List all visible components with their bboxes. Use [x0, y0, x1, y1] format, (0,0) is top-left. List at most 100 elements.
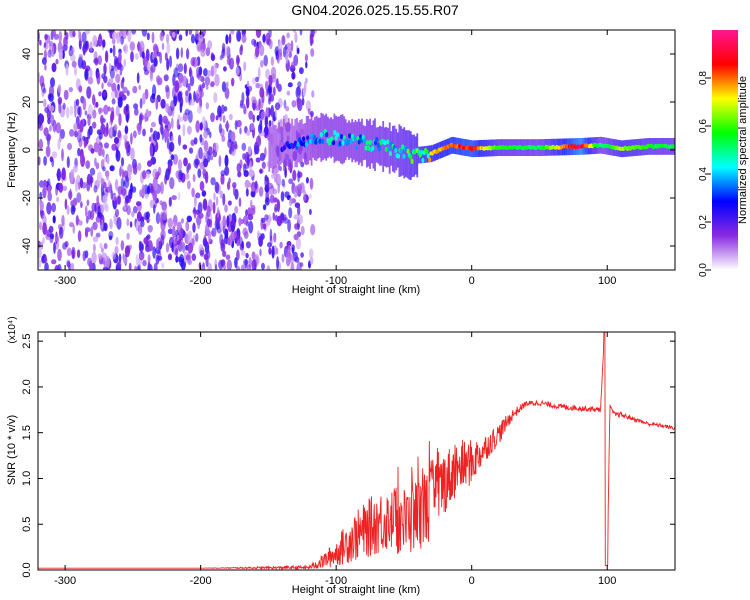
x-tick-label: -200 — [190, 275, 212, 287]
noise-speckle — [102, 39, 106, 48]
noise-speckle — [110, 113, 114, 123]
noise-speckle — [242, 227, 248, 236]
noise-speckle — [215, 196, 219, 207]
noise-speckle — [248, 256, 252, 269]
noise-speckle — [216, 206, 220, 219]
noise-speckle — [180, 116, 184, 122]
noise-speckle — [211, 227, 217, 237]
spectrogram-y-label: Frequency (Hz) — [6, 112, 18, 188]
noise-speckle — [77, 30, 81, 40]
noise-speckle — [80, 201, 83, 209]
noise-speckle — [310, 224, 316, 236]
noise-speckle — [84, 40, 88, 50]
colorbar-gradient — [712, 30, 738, 270]
y-tick-label: 40 — [21, 48, 33, 60]
noise-speckle — [276, 256, 280, 270]
noise-speckle — [242, 163, 247, 173]
noise-speckle — [152, 130, 158, 142]
noise-speckle — [208, 230, 212, 243]
noise-speckle — [76, 129, 82, 143]
noise-speckle — [82, 97, 87, 111]
noise-speckle — [51, 202, 56, 213]
noise-speckle — [220, 104, 225, 114]
noise-speckle — [220, 220, 223, 232]
noise-speckle — [91, 251, 97, 264]
noise-speckle — [169, 141, 175, 152]
noise-speckle — [166, 121, 172, 132]
y-tick-label: 20 — [21, 96, 33, 108]
noise-speckle — [191, 253, 197, 261]
noise-speckle — [203, 130, 208, 139]
figure-title: GN04.2026.025.15.55.R07 — [291, 2, 459, 18]
carrier-core — [340, 134, 344, 140]
noise-speckle — [178, 169, 183, 180]
noise-speckle — [113, 137, 120, 144]
noise-speckle — [70, 262, 75, 270]
noise-speckle — [76, 192, 82, 204]
noise-speckle — [105, 203, 109, 213]
noise-speckle — [70, 169, 75, 181]
noise-speckle — [52, 119, 57, 133]
noise-speckle — [222, 115, 226, 123]
noise-speckle — [95, 232, 101, 238]
noise-speckle — [255, 157, 261, 163]
noise-speckle — [258, 186, 264, 197]
y-tick-label: 0.5 — [21, 517, 33, 532]
noise-speckle — [153, 204, 156, 214]
noise-speckle — [272, 212, 276, 221]
noise-speckle — [265, 107, 269, 117]
noise-speckle — [57, 248, 62, 262]
noise-speckle — [284, 113, 288, 125]
noise-speckle — [254, 180, 258, 190]
carrier-core — [304, 141, 308, 147]
noise-speckle — [39, 221, 42, 231]
noise-speckle — [90, 226, 94, 238]
noise-speckle — [100, 177, 104, 189]
noise-speckle — [246, 95, 250, 109]
noise-speckle — [205, 84, 209, 90]
noise-speckle — [138, 84, 141, 91]
carrier-halo — [413, 134, 415, 177]
noise-speckle — [134, 265, 137, 270]
noise-speckle — [94, 157, 97, 167]
noise-speckle — [45, 145, 51, 158]
carrier-halo — [416, 133, 419, 178]
noise-speckle — [297, 183, 303, 192]
noise-speckle — [48, 225, 54, 233]
noise-speckle — [159, 200, 163, 206]
carrier-core — [428, 157, 432, 163]
noise-speckle — [262, 34, 266, 43]
noise-speckle — [70, 205, 76, 215]
noise-speckle — [65, 63, 69, 76]
carrier-halo — [406, 130, 409, 179]
noise-speckle — [38, 71, 41, 83]
noise-speckle — [305, 177, 309, 184]
noise-speckle — [148, 136, 152, 142]
noise-speckle — [230, 131, 236, 143]
noise-speckle — [305, 61, 308, 69]
noise-speckle — [157, 77, 160, 86]
noise-speckle — [92, 94, 96, 106]
noise-speckle — [195, 192, 201, 199]
noise-speckle — [89, 167, 96, 176]
noise-speckle — [163, 74, 169, 82]
noise-speckle — [293, 214, 299, 220]
noise-speckle — [225, 254, 231, 260]
noise-speckle — [192, 174, 196, 182]
noise-speckle — [77, 147, 81, 157]
noise-speckle — [176, 118, 180, 130]
noise-speckle — [145, 171, 151, 179]
noise-speckle — [248, 85, 253, 92]
noise-speckle — [288, 178, 294, 185]
noise-speckle — [236, 119, 242, 128]
noise-speckle — [73, 66, 78, 76]
noise-speckle — [172, 225, 176, 239]
noise-speckle — [98, 107, 102, 115]
noise-speckle — [224, 87, 230, 100]
noise-speckle — [189, 99, 195, 106]
carrier-halo — [411, 134, 414, 178]
noise-speckle — [230, 30, 235, 35]
carrier-halo — [401, 128, 404, 176]
noise-speckle — [274, 102, 281, 111]
noise-speckle — [38, 240, 42, 249]
